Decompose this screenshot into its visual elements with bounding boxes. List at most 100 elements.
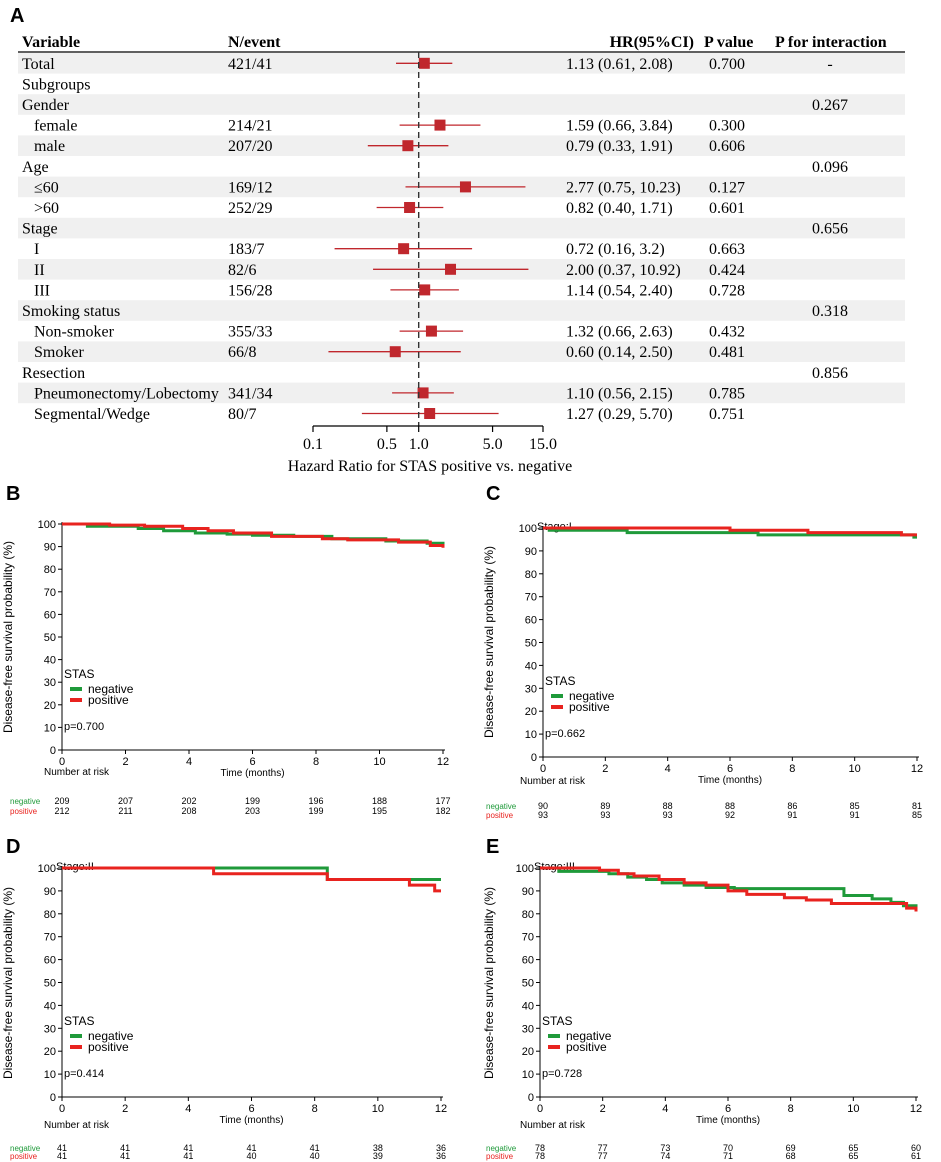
km-y-tick-label: 60 — [44, 609, 56, 621]
risk-count: 85 — [912, 810, 922, 820]
p-interaction-value: 0.318 — [812, 303, 848, 320]
km-x-tick-label: 4 — [662, 1103, 668, 1115]
km-y-tick-label: 80 — [44, 909, 56, 921]
risk-count: 60 — [911, 1143, 921, 1153]
risk-count: 78 — [535, 1151, 545, 1161]
km-y-tick-label: 80 — [44, 564, 56, 576]
hr-ci-value: 0.60 (0.14, 2.50) — [566, 344, 673, 361]
risk-row-label-negative: negative — [10, 797, 41, 806]
risk-count: 65 — [848, 1143, 858, 1153]
km-x-tick-label: 8 — [788, 1103, 794, 1115]
hr-ci-value: 0.72 (0.16, 3.2) — [566, 241, 665, 258]
km-y-label: Disease-free survival probability (%) — [482, 887, 496, 1079]
n-event-value: 214/21 — [228, 118, 272, 135]
forest-panel: A Variable N/event HR(95%CI) P value P for in… — [10, 5, 905, 475]
km-y-tick-label: 10 — [44, 1069, 56, 1081]
km-y-tick-label: 0 — [50, 745, 56, 757]
risk-table-title: Number at risk — [44, 767, 110, 778]
risk-row-label-negative: negative — [486, 802, 517, 811]
variable-label: Smoker — [34, 344, 84, 361]
risk-row-label-positive: positive — [10, 807, 38, 816]
km-y-tick-label: 80 — [522, 909, 534, 921]
variable-label: Resection — [22, 365, 85, 382]
risk-count: 70 — [723, 1143, 733, 1153]
variable-label: Non-smoker — [34, 324, 115, 341]
p-value: 0.300 — [709, 118, 745, 135]
hr-marker — [434, 119, 446, 131]
hr-marker — [418, 57, 430, 69]
km-y-label: Disease-free survival probability (%) — [482, 546, 496, 738]
risk-count: 212 — [54, 806, 69, 816]
km-y-tick-label: 10 — [522, 1069, 534, 1081]
variable-label: Subgroups — [22, 76, 90, 93]
km-y-tick-label: 20 — [44, 700, 56, 712]
risk-count: 40 — [310, 1151, 320, 1161]
risk-count: 182 — [435, 806, 450, 816]
header-n-event: N/event — [228, 34, 281, 51]
risk-count: 68 — [786, 1151, 796, 1161]
p-value-annotation: p=0.414 — [64, 1068, 104, 1080]
km-panel-c: C 0 10 20 30 40 50 60 70 80 90 100 0 2 4 6 8 10 12 Time (mo… — [482, 483, 923, 820]
hr-marker — [424, 408, 436, 419]
risk-count: 93 — [600, 810, 610, 820]
km-y-tick-label: 100 — [516, 863, 534, 875]
km-y-tick-label: 70 — [522, 932, 534, 944]
km-x-tick-label: 8 — [789, 763, 795, 775]
n-event-value: 156/28 — [228, 282, 272, 299]
n-event-value: 80/7 — [228, 406, 256, 423]
risk-count: 207 — [118, 796, 133, 806]
table-row-stripe — [18, 135, 905, 156]
km-y-tick-label: 60 — [522, 955, 534, 967]
n-event-value: 183/7 — [228, 241, 264, 258]
km-x-tick-label: 6 — [248, 1103, 254, 1115]
variable-label: >60 — [34, 200, 59, 217]
panel-label-e: E — [486, 836, 499, 858]
km-y-tick-label: 50 — [525, 638, 537, 650]
forest-x-tick-label: 1.0 — [409, 436, 429, 453]
hr-ci-value: 1.14 (0.54, 2.40) — [566, 282, 673, 299]
variable-label: Gender — [22, 97, 70, 114]
p-interaction-value: 0.096 — [812, 159, 848, 176]
forest-x-label: Hazard Ratio for STAS positive vs. negat… — [288, 458, 572, 475]
risk-count: 88 — [663, 801, 673, 811]
risk-count: 36 — [436, 1143, 446, 1153]
forest-x-tick-label: 15.0 — [529, 436, 557, 453]
risk-count: 85 — [850, 801, 860, 811]
km-curve-negative — [62, 522, 445, 546]
km-x-tick-label: 0 — [537, 1103, 543, 1115]
km-y-tick-label: 90 — [522, 886, 534, 898]
km-y-label: Disease-free survival probability (%) — [1, 887, 15, 1079]
risk-count: 39 — [373, 1151, 383, 1161]
km-x-tick-label: 6 — [725, 1103, 731, 1115]
risk-count: 86 — [787, 801, 797, 811]
km-y-tick-label: 40 — [525, 660, 537, 672]
km-x-tick-label: 12 — [435, 1103, 447, 1115]
risk-count: 91 — [787, 810, 797, 820]
table-row-stripe — [18, 217, 905, 239]
risk-count: 36 — [436, 1151, 446, 1161]
p-value: 0.751 — [709, 406, 745, 423]
km-y-tick-label: 100 — [519, 523, 537, 535]
km-y-tick-label: 60 — [525, 615, 537, 627]
risk-count: 208 — [181, 806, 196, 816]
p-value: 0.728 — [709, 282, 745, 299]
risk-count: 202 — [181, 796, 196, 806]
km-curve-positive — [62, 866, 441, 893]
risk-count: 199 — [245, 796, 260, 806]
km-x-tick-label: 2 — [602, 763, 608, 775]
risk-count: 196 — [308, 796, 323, 806]
variable-label: II — [34, 262, 45, 279]
km-y-tick-label: 0 — [528, 1092, 534, 1104]
risk-row-label-positive: positive — [10, 1152, 38, 1161]
km-x-tick-label: 8 — [313, 756, 319, 768]
hr-marker — [398, 243, 410, 255]
hr-ci-value: 1.13 (0.61, 2.08) — [566, 56, 673, 73]
hr-marker — [404, 202, 416, 213]
table-row-stripe — [18, 94, 905, 115]
risk-count: 177 — [435, 796, 450, 806]
risk-count: 69 — [786, 1143, 796, 1153]
panel-label-c: C — [486, 483, 500, 505]
header-variable: Variable — [22, 34, 80, 51]
table-row-stripe — [18, 53, 905, 74]
hr-ci-value: 1.27 (0.29, 5.70) — [566, 406, 673, 423]
